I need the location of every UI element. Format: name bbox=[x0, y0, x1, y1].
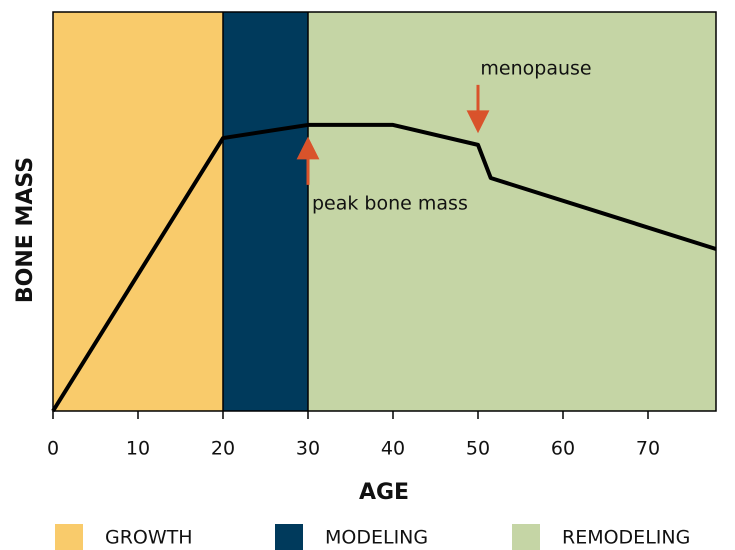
legend-label: REMODELING bbox=[562, 527, 690, 549]
y-axis-label: BONE MASS bbox=[13, 157, 38, 303]
region bbox=[308, 12, 716, 411]
region bbox=[223, 12, 308, 411]
region bbox=[53, 12, 223, 411]
x-tick-label: 30 bbox=[296, 438, 320, 460]
legend-swatch bbox=[55, 524, 83, 550]
legend-label: GROWTH bbox=[105, 527, 193, 549]
legend-swatch bbox=[275, 524, 303, 550]
legend-label: MODELING bbox=[325, 527, 428, 549]
x-axis-label: AGE bbox=[359, 480, 409, 505]
x-tick-label: 40 bbox=[381, 438, 405, 460]
x-tick-label: 10 bbox=[126, 438, 150, 460]
plot-border bbox=[52, 11, 717, 412]
legend-swatch bbox=[512, 524, 540, 550]
x-tick-label: 0 bbox=[47, 438, 59, 460]
annotation-arrow bbox=[296, 136, 320, 185]
bone-mass-line bbox=[51, 122, 717, 413]
x-tick-label: 20 bbox=[211, 438, 235, 460]
annotation-arrow bbox=[466, 84, 490, 134]
x-tick-label: 70 bbox=[636, 438, 660, 460]
x-tick-label: 60 bbox=[551, 438, 575, 460]
annotation: peak bone mass bbox=[312, 192, 468, 214]
annotation: menopause bbox=[480, 57, 591, 79]
x-tick-label: 50 bbox=[466, 438, 490, 460]
